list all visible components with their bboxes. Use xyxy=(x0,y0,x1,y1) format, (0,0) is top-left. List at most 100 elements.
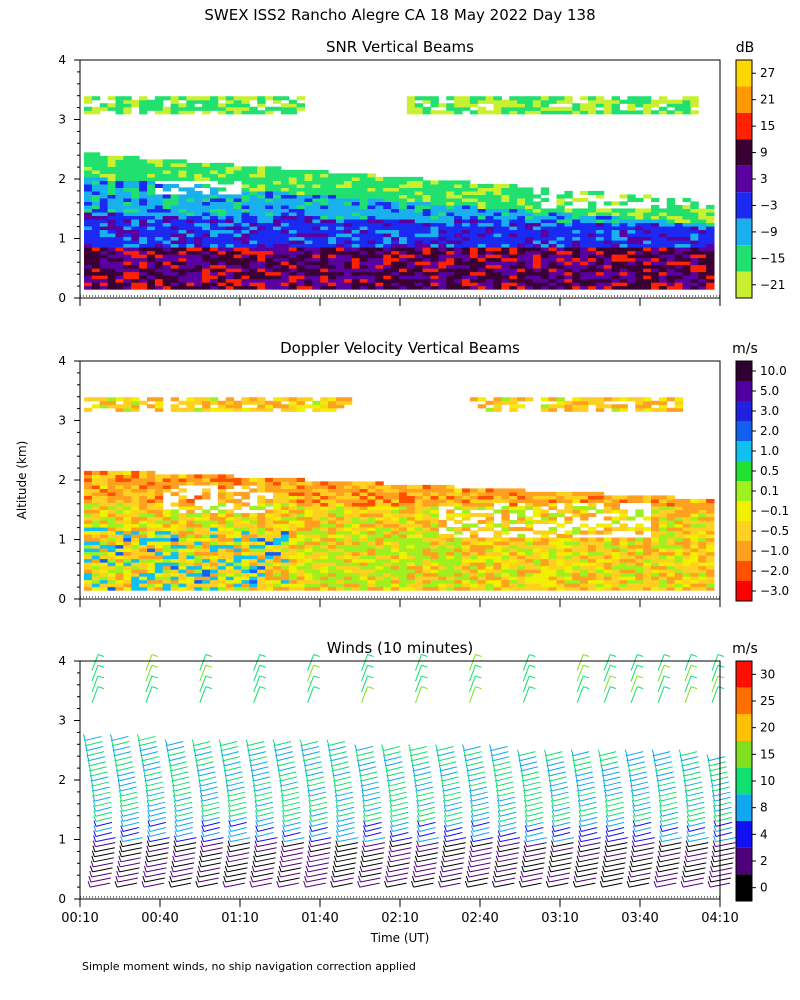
doppler-cell xyxy=(422,526,431,532)
doppler-cell xyxy=(154,397,164,402)
doppler-cell xyxy=(320,565,329,570)
snr-cell xyxy=(320,197,329,203)
doppler-cell xyxy=(249,477,258,482)
snr-cell xyxy=(454,250,463,255)
snr-cell xyxy=(493,232,502,238)
snr-cell xyxy=(635,218,644,224)
snr-cell xyxy=(328,247,337,252)
doppler-cell xyxy=(517,498,526,504)
doppler-cell xyxy=(147,540,156,546)
doppler-cell xyxy=(588,530,597,535)
snr-cell xyxy=(336,250,345,255)
snr-cell xyxy=(564,239,573,245)
doppler-cell xyxy=(320,569,329,574)
snr-cell xyxy=(564,232,573,238)
snr-cell xyxy=(273,215,282,220)
doppler-cell xyxy=(556,509,565,514)
doppler-cell xyxy=(139,505,148,511)
doppler-cell xyxy=(446,498,455,504)
doppler-cell xyxy=(280,586,290,591)
doppler-cell xyxy=(438,555,447,560)
doppler-cell xyxy=(257,579,266,584)
snr-cell xyxy=(296,236,305,241)
snr-cell xyxy=(304,282,313,287)
doppler-cell xyxy=(296,505,305,511)
snr-cell xyxy=(517,232,526,238)
doppler-cell xyxy=(147,572,156,577)
doppler-cell xyxy=(588,576,597,581)
snr-cell xyxy=(210,215,219,220)
doppler-cell xyxy=(525,516,534,521)
snr-cell xyxy=(446,225,455,231)
snr-cell xyxy=(336,282,345,287)
snr-cell xyxy=(493,194,502,199)
snr-cell xyxy=(115,176,124,181)
snr-cell xyxy=(328,275,337,280)
snr-cell xyxy=(139,278,148,283)
snr-cell xyxy=(532,282,542,287)
snr-cell xyxy=(414,103,424,108)
doppler-cell xyxy=(170,397,179,402)
doppler-cell xyxy=(312,512,321,518)
snr-cell xyxy=(225,110,235,115)
snr-cell xyxy=(682,261,691,266)
snr-cell xyxy=(588,275,597,280)
doppler-cell xyxy=(154,407,164,412)
doppler-cell xyxy=(517,519,526,525)
doppler-cell xyxy=(257,548,266,553)
doppler-cell xyxy=(107,537,116,542)
snr-cell xyxy=(643,225,652,231)
snr-cell xyxy=(580,215,589,220)
doppler-cell xyxy=(312,586,321,591)
snr-cell xyxy=(556,106,565,111)
doppler-cell xyxy=(186,530,195,535)
snr-cell xyxy=(194,215,203,220)
doppler-cell xyxy=(217,404,227,409)
snr-cell xyxy=(383,236,392,241)
snr-cell xyxy=(556,232,565,238)
doppler-cell xyxy=(99,474,109,479)
snr-cell xyxy=(548,247,557,252)
snr-cell xyxy=(139,204,148,210)
snr-cell xyxy=(320,201,329,206)
snr-cell xyxy=(580,239,589,245)
doppler-cell xyxy=(131,583,140,588)
snr-cell xyxy=(532,285,542,290)
snr-cell xyxy=(186,166,195,171)
snr-cell xyxy=(296,229,305,234)
snr-cell xyxy=(162,222,172,227)
snr-cell xyxy=(123,194,132,199)
doppler-cell xyxy=(328,502,337,507)
snr-cell xyxy=(477,211,487,217)
doppler-cell xyxy=(210,569,219,574)
snr-cell xyxy=(265,243,274,248)
doppler-cell xyxy=(257,572,266,577)
snr-cell xyxy=(225,271,235,276)
doppler-cell xyxy=(147,512,156,518)
snr-cell xyxy=(154,282,164,287)
doppler-cell xyxy=(233,569,242,574)
doppler-cell xyxy=(532,551,542,556)
doppler-cell xyxy=(312,404,321,409)
snr-cell xyxy=(115,275,124,280)
snr-cell xyxy=(525,278,534,283)
doppler-cell xyxy=(123,505,132,511)
doppler-cell xyxy=(91,544,101,549)
snr-cell xyxy=(186,208,195,213)
snr-cell xyxy=(273,204,282,210)
doppler-cell xyxy=(225,516,235,521)
snr-cell xyxy=(666,110,676,115)
doppler-cell xyxy=(249,544,258,549)
snr-cell xyxy=(312,278,321,283)
doppler-cell xyxy=(154,498,164,504)
snr-cell xyxy=(186,243,195,248)
doppler-cell xyxy=(414,505,424,511)
doppler-cell xyxy=(422,509,431,514)
snr-cell xyxy=(170,236,179,241)
snr-cell xyxy=(84,229,93,234)
snr-cell xyxy=(336,187,345,192)
snr-cell xyxy=(147,176,156,181)
snr-cell xyxy=(351,264,361,269)
doppler-cell xyxy=(186,562,195,567)
doppler-cell xyxy=(139,548,148,553)
